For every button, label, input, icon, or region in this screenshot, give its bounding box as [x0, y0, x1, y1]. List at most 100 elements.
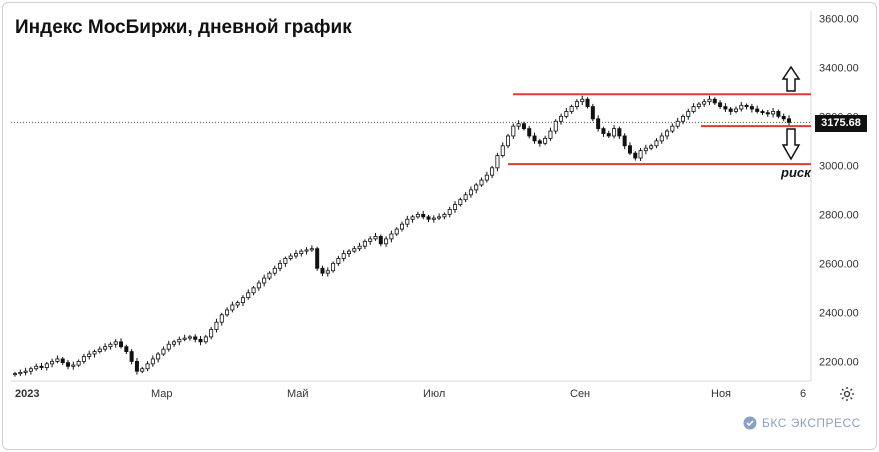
- candle: [463, 192, 468, 203]
- candle: [659, 132, 664, 144]
- candle: [527, 125, 532, 139]
- candle: [633, 151, 638, 161]
- candle: [182, 334, 187, 342]
- x-tick-label: 2023: [15, 388, 39, 400]
- candle: [760, 109, 765, 116]
- candle: [230, 301, 235, 313]
- candle: [235, 300, 240, 308]
- candle: [315, 246, 320, 271]
- y-tick-label: 2200.00: [819, 356, 859, 368]
- brand-name: БКС ЭКСПРЕСС: [762, 416, 861, 430]
- candle: [394, 227, 399, 236]
- candle: [18, 369, 23, 377]
- candle: [362, 239, 367, 250]
- candle: [787, 115, 792, 126]
- candle: [569, 104, 574, 114]
- x-tick-label: Мар: [151, 388, 173, 400]
- candle: [166, 340, 171, 352]
- chart-title: Индекс МосБиржи, дневной график: [15, 17, 352, 38]
- candle: [426, 214, 431, 223]
- candle: [723, 103, 728, 112]
- candle: [76, 359, 81, 368]
- y-tick-label: 3600.00: [819, 13, 859, 25]
- candle: [225, 307, 230, 317]
- candle: [580, 95, 585, 106]
- y-tick-label: 2600.00: [819, 258, 859, 270]
- candle: [453, 201, 458, 213]
- candle: [410, 214, 415, 223]
- levels: [508, 93, 811, 166]
- candle: [60, 356, 65, 366]
- candle: [373, 233, 378, 241]
- candle: [209, 326, 214, 340]
- candle: [87, 350, 92, 360]
- candle: [325, 267, 330, 277]
- candle: [553, 119, 558, 135]
- candle: [145, 361, 150, 372]
- candle: [389, 230, 394, 243]
- candle: [299, 249, 304, 257]
- candle: [187, 334, 192, 341]
- y-tick-label: 3400.00: [819, 62, 859, 74]
- candle: [617, 126, 622, 139]
- candles: [12, 95, 792, 377]
- candle: [177, 336, 182, 346]
- candle: [474, 183, 479, 194]
- candle: [479, 177, 484, 187]
- x-tick-label: Сен: [570, 388, 590, 400]
- risk-label: риск: [781, 165, 811, 180]
- outline-down-arrow-icon: [781, 128, 801, 161]
- candle: [108, 342, 113, 350]
- price-chart[interactable]: 2200.002400.002600.002800.003000.003200.…: [3, 3, 876, 449]
- candle: [559, 113, 564, 125]
- candle: [654, 138, 659, 149]
- candle: [288, 253, 293, 261]
- candle: [320, 265, 325, 277]
- candle: [346, 249, 351, 258]
- candle: [585, 97, 590, 109]
- candle: [665, 129, 670, 140]
- brand-logo: БКС ЭКСПРЕСС: [743, 416, 861, 430]
- x-tick-label: 6: [800, 388, 806, 400]
- candle: [331, 261, 336, 273]
- candle: [495, 152, 500, 172]
- candle: [431, 215, 436, 223]
- candle: [97, 346, 102, 354]
- x-tick-label: Июл: [423, 388, 445, 400]
- candle: [728, 107, 733, 115]
- gear-icon[interactable]: [839, 386, 855, 402]
- candle: [606, 130, 611, 138]
- candle: [246, 289, 251, 300]
- candle: [278, 259, 283, 272]
- candle: [733, 106, 738, 114]
- candle: [707, 95, 712, 106]
- candle: [172, 339, 177, 348]
- candle: [378, 234, 383, 247]
- candle: [304, 247, 309, 255]
- candle: [776, 109, 781, 119]
- candle: [214, 318, 219, 333]
- candle: [262, 274, 267, 287]
- candle: [649, 143, 654, 151]
- candle: [405, 215, 410, 228]
- candle: [590, 103, 595, 122]
- candle: [50, 358, 55, 368]
- candle: [357, 242, 362, 252]
- candle: [81, 353, 86, 364]
- current-price-badge: 3175.68: [815, 115, 867, 132]
- y-tick-label: 2800.00: [819, 209, 859, 221]
- candle: [336, 255, 341, 266]
- candle: [691, 103, 696, 114]
- candle: [421, 210, 426, 220]
- candle: [283, 256, 288, 267]
- x-axis: 2023 Мар Май Июл Сен Ноя 6: [15, 388, 806, 400]
- candle: [119, 338, 124, 349]
- candle: [415, 211, 420, 219]
- candle: [686, 108, 691, 120]
- y-tick-label: 3000.00: [819, 160, 859, 172]
- candle: [293, 250, 298, 259]
- candle: [755, 105, 760, 114]
- candle: [675, 117, 680, 129]
- candle: [399, 221, 404, 232]
- candle: [23, 367, 28, 376]
